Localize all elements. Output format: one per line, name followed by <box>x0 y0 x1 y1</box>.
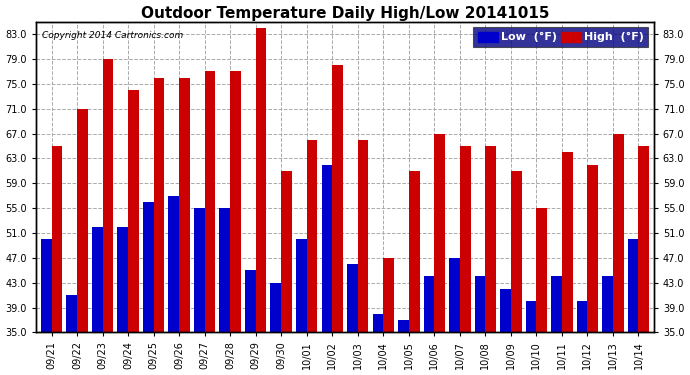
Bar <box>577 302 587 332</box>
Bar <box>613 134 624 332</box>
Bar <box>66 295 77 332</box>
Bar <box>373 314 383 332</box>
Bar <box>460 146 471 332</box>
Bar <box>205 71 215 332</box>
Bar <box>92 227 103 332</box>
Bar <box>117 227 128 332</box>
Bar <box>434 134 445 332</box>
Bar <box>628 239 638 332</box>
Bar <box>41 239 52 332</box>
Bar <box>500 289 511 332</box>
Bar <box>357 140 368 332</box>
Bar <box>307 140 317 332</box>
Bar <box>333 65 343 332</box>
Bar <box>322 165 333 332</box>
Bar <box>296 239 307 332</box>
Bar <box>536 208 547 332</box>
Bar <box>347 264 357 332</box>
Title: Outdoor Temperature Daily High/Low 20141015: Outdoor Temperature Daily High/Low 20141… <box>141 6 549 21</box>
Bar <box>245 270 256 332</box>
Bar <box>256 28 266 332</box>
Bar <box>179 78 190 332</box>
Bar <box>154 78 164 332</box>
Bar <box>562 152 573 332</box>
Bar <box>475 276 485 332</box>
Bar <box>383 258 394 332</box>
Bar <box>638 146 649 332</box>
Bar <box>587 165 598 332</box>
Bar <box>511 171 522 332</box>
Bar <box>168 196 179 332</box>
Legend: Low  (°F), High  (°F): Low (°F), High (°F) <box>473 27 648 47</box>
Bar <box>103 59 113 332</box>
Bar <box>449 258 460 332</box>
Bar <box>408 171 420 332</box>
Bar <box>282 171 292 332</box>
Bar <box>398 320 408 332</box>
Bar <box>194 208 205 332</box>
Bar <box>270 283 282 332</box>
Bar <box>128 90 139 332</box>
Bar <box>77 109 88 332</box>
Bar <box>52 146 62 332</box>
Bar <box>424 276 434 332</box>
Bar <box>485 146 496 332</box>
Bar <box>219 208 230 332</box>
Bar <box>230 71 241 332</box>
Bar <box>526 302 536 332</box>
Bar <box>602 276 613 332</box>
Text: Copyright 2014 Cartronics.com: Copyright 2014 Cartronics.com <box>42 31 184 40</box>
Bar <box>551 276 562 332</box>
Bar <box>143 202 154 332</box>
